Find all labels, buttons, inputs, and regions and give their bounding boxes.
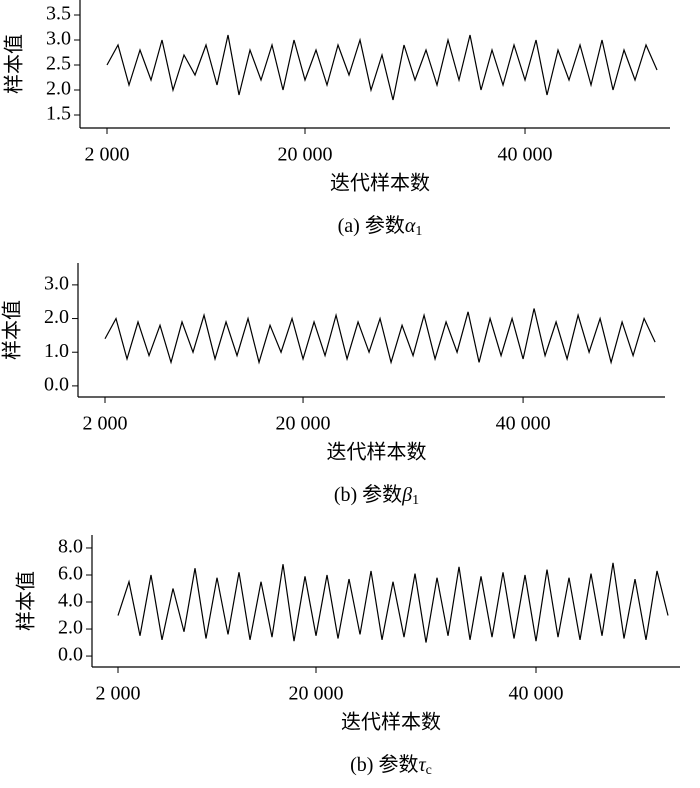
y-tick-label: 2.0 [44, 306, 69, 328]
x-tick-label: 2 000 [85, 144, 130, 166]
x-tick-label: 40 000 [509, 683, 564, 705]
caption-symbol: τ [418, 754, 426, 776]
caption: (b) 参数β1 [334, 483, 419, 509]
x-tick-label: 40 000 [496, 413, 551, 435]
x-tick-label: 2 000 [83, 413, 128, 435]
y-tick-label: 2.0 [58, 617, 83, 639]
x-tick-label: 20 000 [278, 144, 333, 166]
y-tick-label: 3.0 [44, 272, 69, 294]
x-axis-label: 迭代样本数 [327, 441, 427, 464]
y-tick-label: 1.5 [46, 103, 71, 125]
caption-prefix: (a) 参数 [338, 214, 405, 237]
y-tick-label: 3.0 [46, 28, 71, 50]
y-axis-label: 样本值 [3, 34, 26, 94]
y-tick-label: 1.0 [44, 340, 69, 362]
y-tick-label: 8.0 [58, 536, 83, 558]
y-tick-label: 4.0 [58, 590, 83, 612]
caption-subscript: 1 [412, 493, 419, 508]
y-axis-label: 样本值 [15, 571, 38, 631]
y-tick-label: 0.0 [44, 373, 69, 395]
caption-symbol: β [401, 484, 412, 506]
x-tick-label: 2 000 [96, 683, 141, 705]
y-tick-label: 6.0 [58, 563, 83, 585]
caption-subscript: c [426, 763, 432, 778]
caption: (b) 参数τc [350, 753, 432, 779]
trace-line [104, 308, 656, 365]
y-tick-label: 2.5 [46, 53, 71, 75]
y-tick-label: 0.0 [58, 644, 83, 666]
trace-line [106, 34, 658, 101]
trace-line [117, 562, 669, 643]
x-axis-label: 迭代样本数 [341, 711, 441, 734]
caption-subscript: 1 [415, 224, 422, 239]
y-axis-label: 样本值 [1, 300, 24, 360]
x-tick-label: 20 000 [276, 413, 331, 435]
y-tick-label: 3.5 [46, 3, 71, 25]
caption-prefix: (b) 参数 [334, 483, 402, 506]
x-tick-label: 40 000 [498, 144, 553, 166]
caption: (a) 参数α1 [338, 214, 423, 240]
x-tick-label: 20 000 [289, 683, 344, 705]
y-tick-label: 2.0 [46, 78, 71, 100]
x-axis-label: 迭代样本数 [330, 172, 430, 195]
caption-prefix: (b) 参数 [350, 753, 418, 776]
caption-symbol: α [405, 215, 416, 237]
